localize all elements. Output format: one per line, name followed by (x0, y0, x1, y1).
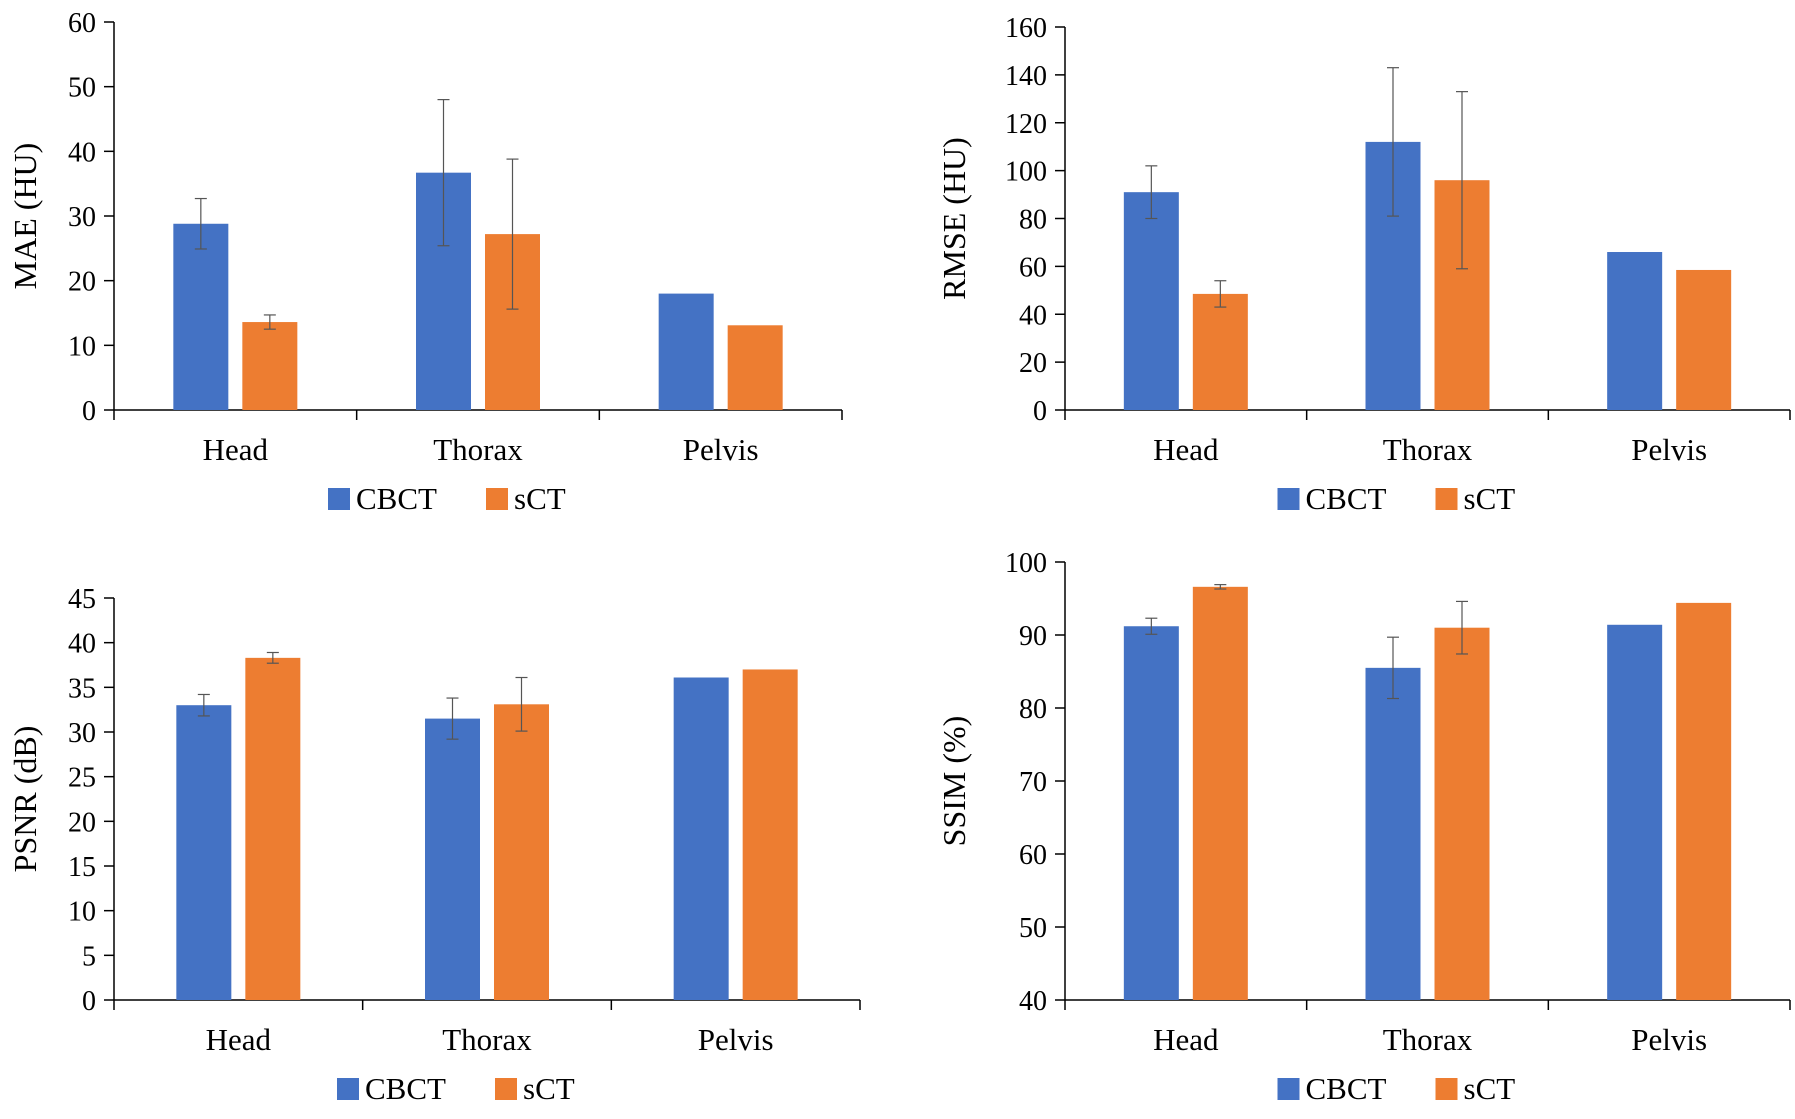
legend-swatch-sct (1435, 1078, 1458, 1100)
x-category-label: Head (206, 1022, 272, 1057)
y-tick-label: 60 (1019, 252, 1047, 283)
y-tick-label: 60 (1019, 840, 1047, 871)
y-tick-label: 60 (68, 8, 96, 39)
x-category-label: Pelvis (683, 432, 759, 467)
y-tick-label: 10 (68, 897, 96, 928)
y-axis-title: MAE (HU) (7, 143, 43, 290)
y-tick-label: 30 (68, 202, 96, 233)
bar-sct-pelvis (1676, 269, 1732, 410)
bar-cbct-head (1123, 626, 1179, 1000)
legend: CBCT sCT (337, 1071, 575, 1106)
legend: CBCT sCT (328, 481, 566, 516)
bar-sct-thorax (494, 704, 549, 1000)
x-category-label: Head (1153, 432, 1219, 467)
legend-label-cbct: CBCT (1306, 481, 1387, 516)
legend-swatch-cbct (1277, 1078, 1300, 1100)
y-tick-label: 20 (68, 807, 96, 838)
bar-cbct-pelvis (673, 677, 729, 1000)
bar-sct-pelvis (742, 669, 798, 1000)
y-tick-label: 0 (1033, 396, 1047, 427)
legend-swatch-cbct (1277, 488, 1300, 510)
legend-label-sct: sCT (1464, 481, 1516, 516)
legend-label-sct: sCT (514, 481, 566, 516)
y-tick-label: 70 (1019, 767, 1047, 798)
y-tick-label: 35 (68, 673, 96, 704)
chart-3: 0 5 10 15 20 25 30 35 40 45 Head Thorax Pelvis PSNR (… (7, 584, 861, 1106)
bar-sct-head (1192, 293, 1248, 410)
y-tick-label: 100 (1005, 157, 1047, 188)
bar-cbct-head (1123, 192, 1179, 410)
legend-swatch-cbct (328, 488, 350, 510)
bar-sct-head (245, 657, 301, 1000)
legend-swatch-sct (486, 488, 508, 510)
y-tick-label: 0 (82, 986, 96, 1017)
bar-sct-head (242, 322, 298, 410)
bar-cbct-pelvis (658, 293, 714, 410)
y-tick-label: 40 (1019, 986, 1047, 1017)
y-tick-label: 100 (1005, 548, 1047, 579)
bar-sct-pelvis (727, 325, 783, 410)
y-tick-label: 20 (1019, 348, 1047, 379)
y-axis-title: PSNR (dB) (7, 726, 43, 873)
y-tick-label: 45 (68, 584, 96, 615)
y-tick-label: 80 (1019, 205, 1047, 236)
legend-swatch-sct (495, 1078, 517, 1100)
y-tick-label: 10 (68, 331, 96, 362)
legend-label-sct: sCT (523, 1071, 575, 1106)
legend-swatch-sct (1435, 488, 1458, 510)
bar-cbct-thorax (1365, 667, 1421, 1000)
x-category-label: Head (203, 432, 269, 467)
y-tick-label: 160 (1005, 13, 1047, 44)
x-category-label: Pelvis (698, 1022, 774, 1057)
x-category-label: Pelvis (1631, 1022, 1707, 1057)
y-tick-label: 20 (68, 267, 96, 298)
bar-cbct-pelvis (1607, 624, 1663, 1000)
legend-swatch-cbct (337, 1078, 359, 1100)
y-tick-label: 5 (82, 941, 96, 972)
legend: CBCT sCT (1277, 1071, 1516, 1106)
y-tick-label: 40 (68, 137, 96, 168)
chart-4: 40 50 60 70 80 90 100 Head Thorax Pelvis SSIM (%) C… (936, 548, 1791, 1106)
y-tick-label: 120 (1005, 109, 1047, 140)
legend-label-cbct: CBCT (1306, 1071, 1387, 1106)
y-axis-title: RMSE (HU) (936, 137, 972, 300)
x-category-label: Head (1153, 1022, 1219, 1057)
x-category-label: Thorax (1383, 432, 1473, 467)
y-tick-label: 25 (68, 763, 96, 794)
legend-label-cbct: CBCT (365, 1071, 446, 1106)
bar-cbct-thorax (425, 718, 480, 1000)
bar-sct-thorax (1434, 627, 1490, 1000)
bar-cbct-pelvis (1607, 252, 1663, 410)
chart-2: 0 20 40 60 80 100 120 140 160 Head Thorax Pelvis RMS… (936, 13, 1791, 516)
y-tick-label: 30 (68, 718, 96, 749)
y-tick-label: 0 (82, 396, 96, 427)
legend-label-sct: sCT (1464, 1071, 1516, 1106)
y-tick-label: 40 (1019, 300, 1047, 331)
bar-sct-pelvis (1676, 602, 1732, 1000)
y-axis-title: SSIM (%) (936, 716, 972, 847)
y-tick-label: 40 (68, 629, 96, 660)
y-tick-label: 15 (68, 852, 96, 883)
x-category-label: Thorax (442, 1022, 532, 1057)
chart-1: 0 10 20 30 40 50 60 Head Thorax Pelvis MAE (HU) CBC… (7, 8, 843, 516)
y-tick-label: 90 (1019, 621, 1047, 652)
x-category-label: Pelvis (1631, 432, 1707, 467)
y-tick-label: 140 (1005, 61, 1047, 92)
y-tick-label: 50 (1019, 913, 1047, 944)
bar-sct-head (1192, 586, 1248, 1000)
x-category-label: Thorax (433, 432, 523, 467)
legend-label-cbct: CBCT (356, 481, 437, 516)
y-tick-label: 50 (68, 73, 96, 104)
legend: CBCT sCT (1277, 481, 1516, 516)
bar-cbct-head (173, 223, 229, 410)
y-tick-label: 80 (1019, 694, 1047, 725)
bar-cbct-head (176, 705, 232, 1000)
x-category-label: Thorax (1383, 1022, 1473, 1057)
